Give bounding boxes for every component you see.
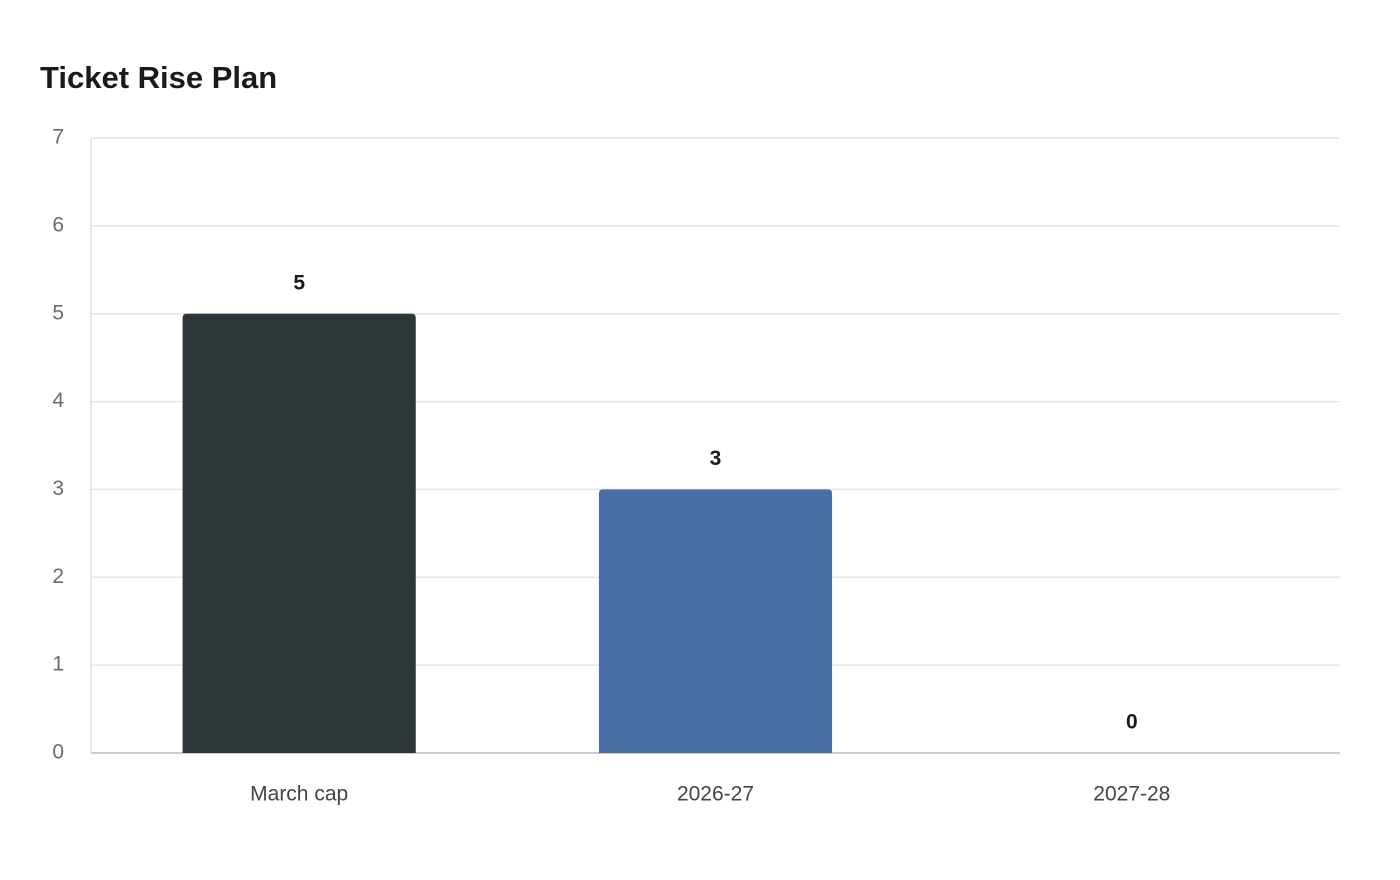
value-label: 5 — [293, 271, 305, 294]
x-tick-label: March cap — [250, 783, 348, 806]
x-tick-label: 2026-27 — [677, 783, 754, 806]
value-label: 0 — [1126, 711, 1138, 734]
bar — [182, 313, 416, 753]
bar — [598, 489, 833, 753]
chart-title: Ticket Rise Plan — [40, 60, 277, 95]
y-tick-label: 4 — [52, 389, 64, 412]
value-label: 3 — [710, 447, 722, 470]
y-tick-label: 1 — [52, 653, 64, 676]
y-tick-label: 5 — [52, 301, 64, 324]
y-tick-label: 7 — [52, 126, 64, 149]
y-tick-label: 3 — [52, 477, 64, 500]
x-tick-label: 2027-28 — [1093, 783, 1170, 806]
y-tick-label: 2 — [52, 565, 64, 588]
y-tick-label: 0 — [52, 741, 64, 764]
y-tick-label: 6 — [52, 213, 64, 236]
